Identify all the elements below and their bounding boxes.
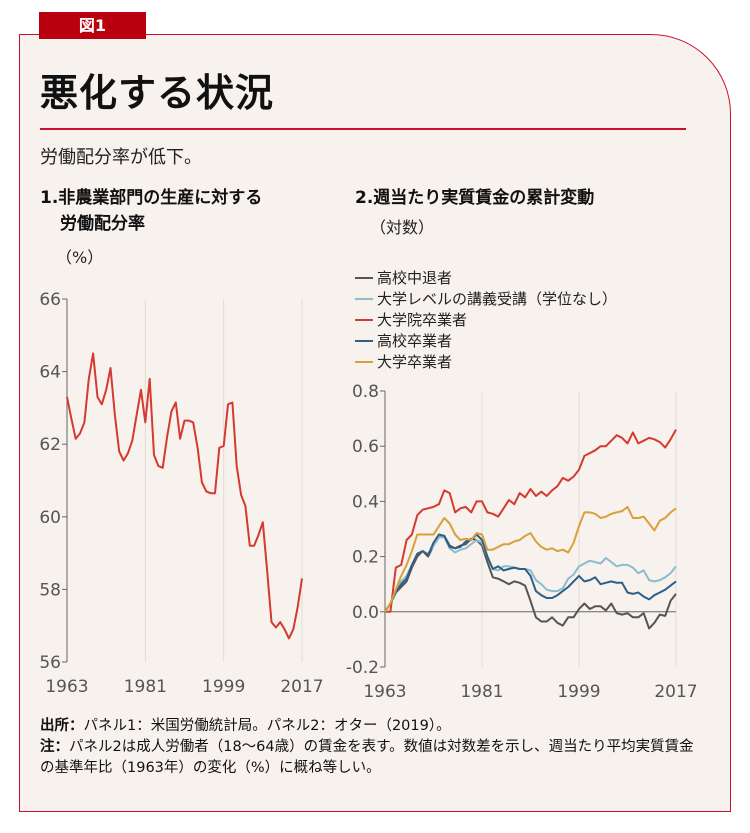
legend-swatch [355, 360, 373, 363]
x-tick-label: 1963 [45, 677, 88, 697]
y-tick-label: 0.0 [352, 603, 379, 623]
series-line-1-2 [385, 429, 677, 613]
y-tick-label: 0.4 [352, 492, 379, 512]
series-line-1-1 [384, 536, 677, 613]
legend-item: 大学院卒業者 [355, 309, 617, 330]
figure-frame [19, 34, 731, 812]
legend-label: 高校中退者 [377, 269, 453, 287]
x-tick-label: 1999 [202, 677, 245, 697]
legend-label: 大学卒業者 [377, 353, 453, 371]
x-tick-label: 1981 [460, 682, 503, 702]
legend-item: 大学レベルの講義受講（学位なし） [355, 288, 617, 309]
figure-label: 図1 [39, 12, 146, 39]
chart2-legend: 高校中退者 大学レベルの講義受講（学位なし） 大学院卒業者 高校卒業者 大学卒業… [355, 267, 617, 372]
panel2-title: 2.週当たり実質賃金の累計変動 [355, 188, 595, 208]
series-line-1-0 [384, 534, 677, 630]
y-tick-label: 62 [39, 435, 61, 455]
legend-item: 高校卒業者 [355, 330, 617, 351]
legend-swatch [355, 318, 373, 321]
x-tick-label: 1963 [363, 682, 406, 702]
panel1-title-line1: 1.非農業部門の生産に対する [40, 188, 263, 208]
legend-label: 大学院卒業者 [377, 311, 468, 329]
subtitle: 労働配分率が低下。 [40, 147, 202, 168]
y-tick-label: 56 [39, 653, 61, 673]
notes: 出所：パネル1：米国労働統計局。パネル2：オター（2019）。 注：パネル2は成… [40, 716, 700, 779]
source-text: パネル1：米国労働統計局。パネル2：オター（2019）。 [83, 718, 451, 734]
series-line-1-3 [384, 533, 677, 613]
legend-swatch [355, 339, 373, 342]
y-tick-label: 66 [39, 290, 61, 310]
x-tick-label: 2017 [654, 682, 697, 702]
y-tick-label: 58 [39, 580, 61, 600]
x-tick-label: 2017 [280, 677, 323, 697]
panel2-unit: （対数） [370, 218, 435, 237]
x-tick-label: 1999 [557, 682, 600, 702]
y-tick-label: 64 [39, 363, 61, 383]
series-line-1-4 [384, 505, 677, 613]
note-text: パネル2は成人労働者（18〜64歳）の賃金を表す。数値は対数差を示し、週当たり平… [40, 739, 694, 776]
y-tick-label: -0.2 [346, 658, 379, 678]
y-tick-label: 0.8 [352, 382, 379, 402]
legend-label: 高校卒業者 [377, 332, 453, 350]
y-tick-label: 60 [39, 508, 61, 528]
legend-swatch [355, 297, 373, 300]
legend-item: 高校中退者 [355, 267, 617, 288]
panel1-unit: （%） [56, 248, 104, 267]
title-divider [40, 128, 686, 130]
x-tick-label: 1981 [124, 677, 167, 697]
legend-label: 大学レベルの講義受講（学位なし） [377, 290, 618, 308]
source-label: 出所： [40, 718, 84, 734]
page-title: 悪化する状況 [40, 71, 275, 115]
panel1-title-line2: 労働配分率 [60, 214, 145, 234]
series-line-0-0 [66, 352, 303, 640]
y-tick-label: 0.6 [352, 437, 379, 457]
legend-swatch [355, 276, 373, 279]
note-label: 注： [40, 739, 69, 755]
legend-item: 大学卒業者 [355, 351, 617, 372]
y-tick-label: 0.2 [352, 548, 379, 568]
